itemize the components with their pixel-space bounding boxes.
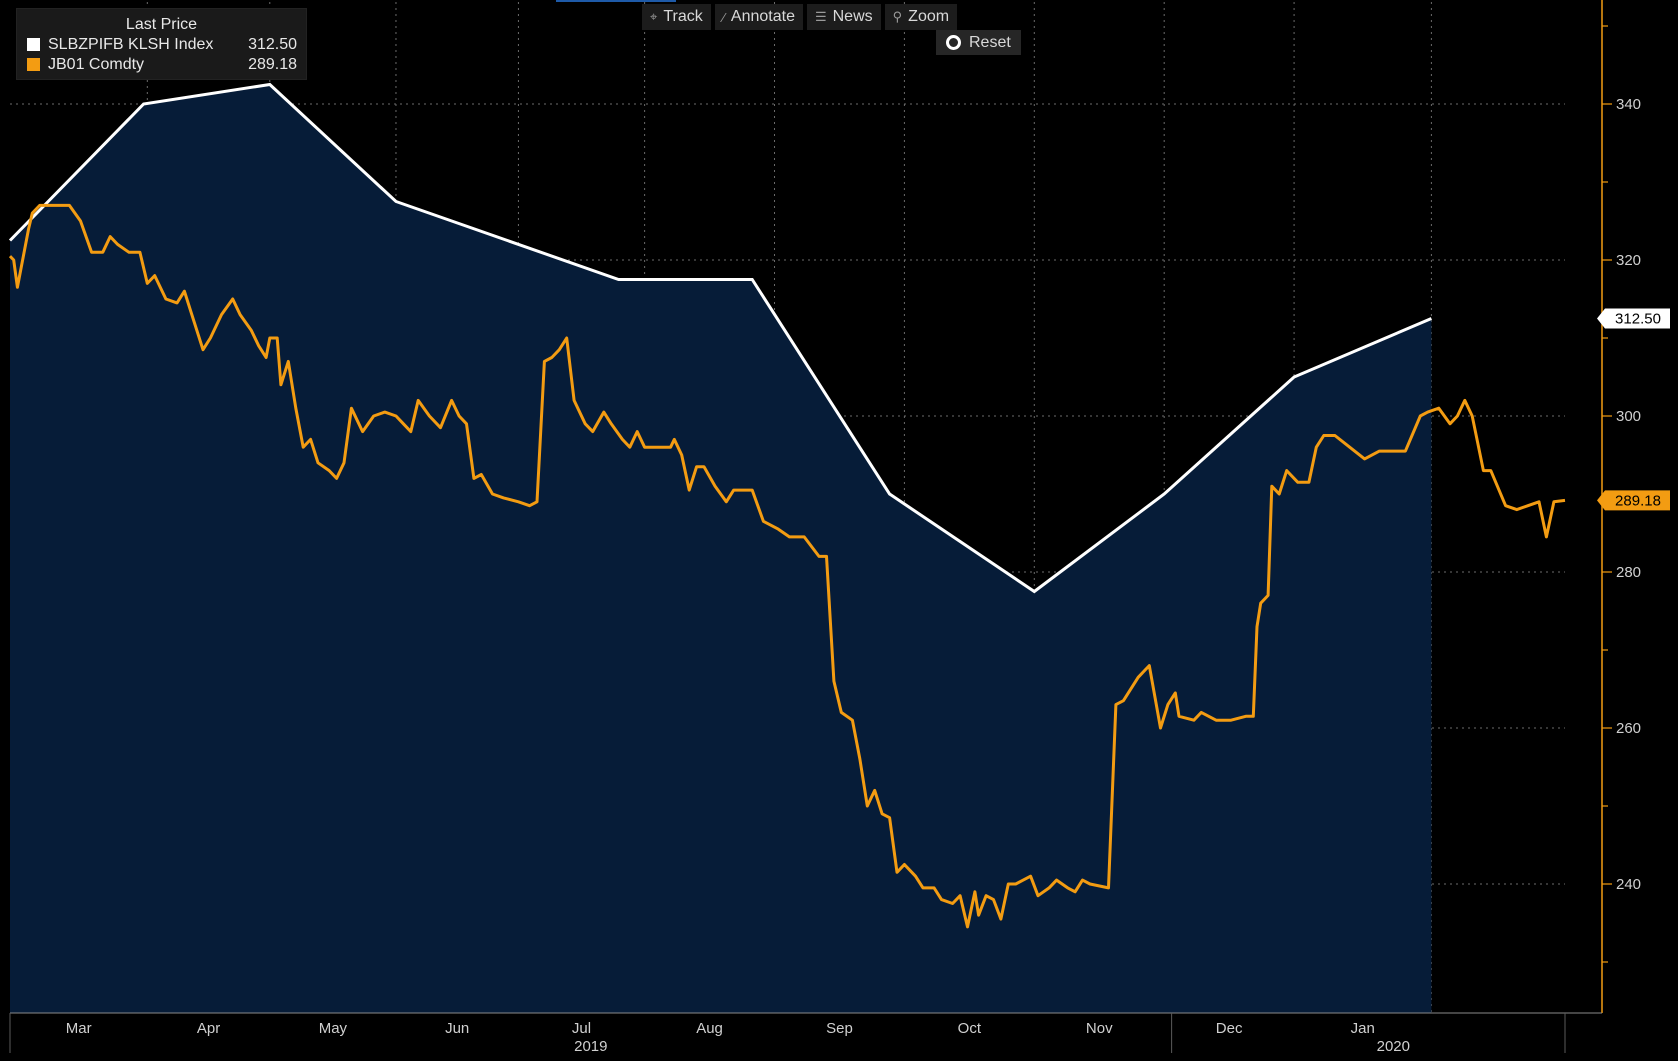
legend-series-value: 312.50: [248, 35, 297, 53]
active-tab-indicator: [556, 0, 676, 2]
year-label: 2019: [574, 1038, 607, 1055]
x-tick-label: Oct: [958, 1020, 982, 1037]
legend-item-index[interactable]: SLBZPIFB KLSH Index 312.50: [27, 35, 306, 54]
y-tick-label: 340: [1616, 96, 1641, 113]
x-tick-label: Jul: [572, 1020, 591, 1037]
x-tick-label: Nov: [1086, 1020, 1113, 1037]
futures-last-value-tag: 289.18: [1597, 490, 1670, 511]
index-series-line[interactable]: [8, 82, 1432, 594]
pencil-icon: ∕: [722, 9, 725, 25]
reset-button[interactable]: Reset: [936, 30, 1021, 55]
legend-swatch-white: [27, 38, 40, 51]
x-tick-label: Apr: [197, 1020, 220, 1037]
tag-shape: [1597, 490, 1670, 511]
y-tick-label: 260: [1616, 720, 1641, 737]
track-button[interactable]: ⌖ Track: [642, 4, 711, 30]
radio-icon: [946, 35, 961, 50]
annotate-button[interactable]: ∕ Annotate: [714, 4, 803, 30]
y-tick-label: 320: [1616, 252, 1641, 269]
index-last-value-tag: 312.50: [1597, 308, 1670, 329]
reset-label: Reset: [969, 33, 1011, 51]
x-tick-label: Mar: [66, 1020, 92, 1037]
chart-axes: 240 260 280 300 320 340 Mar Apr May Jun Jul Aug Sep O…: [9, 0, 1641, 1055]
legend-title: Last Price: [125, 16, 198, 33]
legend-series-name: SLBZPIFB KLSH Index: [48, 35, 214, 53]
x-tick-label: Jan: [1351, 1020, 1375, 1037]
track-label: Track: [663, 8, 703, 25]
chart-toolbar: ⌖ Track ∕ Annotate ☰ News ⚲ Zoom: [642, 4, 958, 30]
x-tick-label: Sep: [826, 1020, 853, 1037]
tag-shape: [1597, 308, 1670, 329]
y-tick-label: 280: [1616, 564, 1641, 581]
y-tick-label: 300: [1616, 408, 1641, 425]
news-icon: ☰: [814, 9, 827, 24]
legend-swatch-orange: [27, 58, 40, 71]
x-tick-label: Aug: [696, 1020, 723, 1037]
legend-series-name: JB01 Comdty: [48, 55, 145, 73]
x-tick-label: May: [319, 1020, 348, 1037]
index-area-fill: [10, 84, 1432, 1013]
annotate-label: Annotate: [730, 8, 795, 25]
tag-label: 312.50: [1615, 311, 1661, 328]
news-button[interactable]: ☰ News: [806, 4, 881, 30]
legend-series-value: 289.18: [248, 55, 297, 73]
zoom-label: Zoom: [908, 8, 950, 25]
news-label: News: [832, 8, 873, 25]
futures-series-line[interactable]: [8, 203, 1566, 929]
x-tick-label: Jun: [445, 1020, 469, 1037]
zoom-button[interactable]: ⚲ Zoom: [884, 4, 958, 30]
x-tick-label: Dec: [1216, 1020, 1243, 1037]
year-label: 2020: [1377, 1038, 1410, 1055]
last-value-tags: 312.50 289.18: [1597, 308, 1670, 511]
y-tick-label: 240: [1616, 876, 1641, 893]
tag-label: 289.18: [1615, 492, 1661, 509]
legend-item-futures[interactable]: JB01 Comdty 289.18: [27, 55, 306, 74]
magnifier-icon: ⚲: [892, 9, 903, 24]
crosshair-icon: ⌖: [650, 9, 658, 24]
chart-legend: Last Price SLBZPIFB KLSH Index 312.50 JB…: [16, 8, 307, 80]
